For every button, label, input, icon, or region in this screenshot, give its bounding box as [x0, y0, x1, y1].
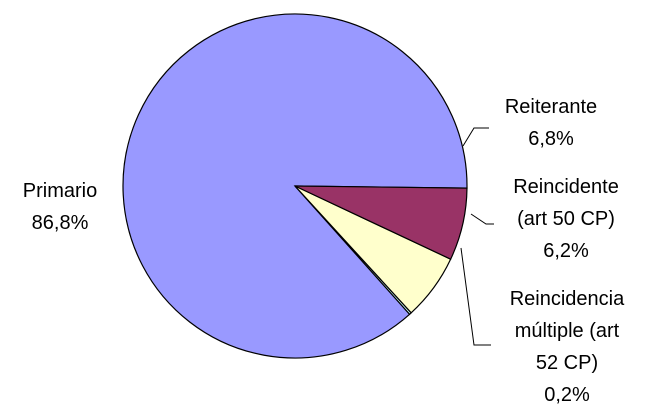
slice-label-reincidencia-multiple-line1: Reincidencia	[510, 288, 625, 310]
leader-lines	[460, 127, 494, 346]
slice-pct-primario: 86,8%	[32, 212, 89, 234]
slice-label-reincidente-line2: (art 50 CP)	[517, 208, 615, 230]
slice-label-reincidente-line1: Reincidente	[513, 176, 619, 198]
slice-pct-reincidente: 6,2%	[543, 240, 589, 262]
leader-reiterante	[462, 127, 489, 147]
slice-label-reincidencia-multiple-line3: 52 CP)	[536, 352, 598, 374]
slice-label-reiterante: Reiterante	[505, 96, 597, 118]
pie-slices	[122, 13, 468, 359]
slice-label-reincidencia-multiple-line2: múltiple (art	[515, 320, 620, 342]
leader-reincidente	[470, 213, 494, 225]
slice-pct-reincidencia-multiple: 0,2%	[544, 384, 590, 406]
slice-label-primario: Primario	[23, 180, 97, 202]
leader-reincidencia-multiple	[460, 247, 491, 346]
slice-pct-reiterante: 6,8%	[528, 128, 574, 150]
slice-reiterante	[294, 185, 468, 260]
